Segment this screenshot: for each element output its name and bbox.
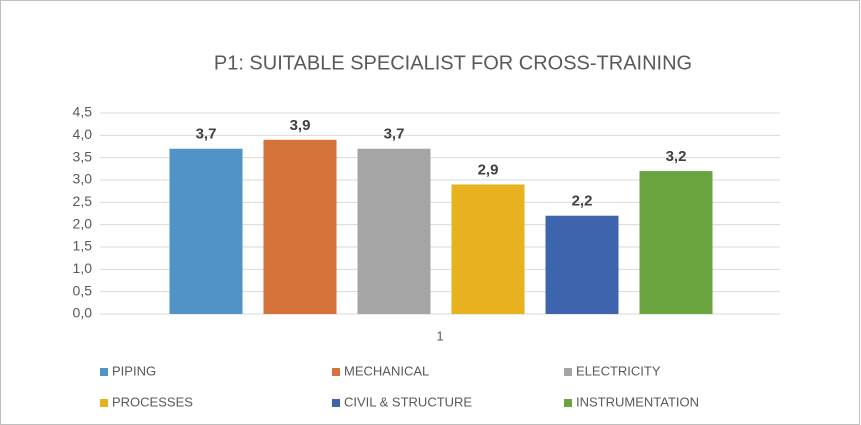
- value-label: 3,7: [384, 126, 405, 143]
- legend-label: INSTRUMENTATION: [576, 394, 699, 409]
- legend-swatch: [564, 368, 572, 376]
- y-tick-label: 4,5: [73, 104, 93, 120]
- chart-title: P1: SUITABLE SPECIALIST FOR CROSS-TRAINI…: [214, 52, 692, 74]
- legend-label: ELECTRICITY: [576, 363, 661, 378]
- legend-label: CIVIL & STRUCTURE: [344, 394, 472, 409]
- y-tick-label: 1,5: [73, 238, 93, 254]
- legend-label: MECHANICAL: [344, 363, 429, 378]
- value-label: 2,2: [572, 193, 593, 210]
- legend-label: PIPING: [112, 363, 156, 378]
- value-label: 3,9: [290, 117, 311, 134]
- bar: [263, 139, 337, 314]
- y-tick-label: 4,0: [73, 126, 93, 142]
- legend-swatch: [100, 399, 108, 407]
- y-tick-label: 2,0: [73, 215, 93, 231]
- y-tick-label: 0,0: [73, 305, 93, 321]
- bar: [451, 184, 525, 314]
- legend-swatch: [100, 368, 108, 376]
- y-tick-label: 0,5: [73, 282, 93, 298]
- bar: [169, 148, 243, 314]
- legend-label: PROCESSES: [112, 394, 193, 409]
- legend-swatch: [564, 399, 572, 407]
- bar: [639, 171, 713, 314]
- legend-swatch: [332, 399, 340, 407]
- y-tick-label: 3,0: [73, 171, 93, 187]
- value-label: 3,2: [666, 148, 687, 165]
- value-label: 3,7: [196, 126, 217, 143]
- bar: [357, 148, 431, 314]
- bar: [545, 215, 619, 314]
- x-tick-label: 1: [436, 328, 443, 343]
- y-tick-label: 2,5: [73, 193, 93, 209]
- y-tick-label: 1,0: [73, 260, 93, 276]
- value-label: 2,9: [478, 161, 499, 178]
- y-tick-label: 3,5: [73, 148, 93, 164]
- legend-swatch: [332, 368, 340, 376]
